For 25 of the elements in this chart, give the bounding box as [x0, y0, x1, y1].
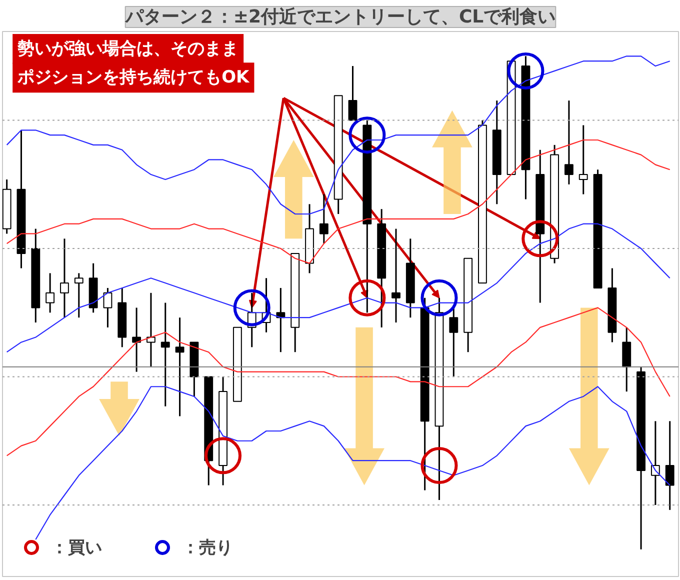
legend-label: ：売り — [182, 536, 233, 558]
candlestick — [665, 420, 674, 511]
point — [507, 52, 544, 90]
point — [522, 220, 559, 258]
candlestick — [449, 306, 458, 378]
candlestick — [564, 100, 574, 186]
point — [348, 279, 386, 316]
legend-label: ：買い — [51, 536, 102, 558]
candlestick — [175, 316, 184, 417]
candlestick — [392, 228, 400, 324]
point — [348, 116, 386, 154]
point — [420, 447, 458, 484]
point — [233, 289, 270, 326]
candlestick — [60, 238, 69, 318]
candlestick — [578, 124, 588, 196]
candlestick — [46, 272, 55, 314]
candlestick — [319, 194, 328, 244]
candlestick — [74, 272, 84, 318]
candlestick — [348, 65, 358, 122]
chart-title: パターン２：±2付近でエントリーして、CLで利食い — [124, 6, 556, 28]
annotation: 勢いが強い場合は、そのまま — [16, 38, 239, 59]
annotation: ポジションを持ち続けてもOK — [16, 68, 250, 88]
candlestick — [160, 302, 170, 408]
point — [204, 437, 242, 474]
point — [420, 279, 458, 316]
